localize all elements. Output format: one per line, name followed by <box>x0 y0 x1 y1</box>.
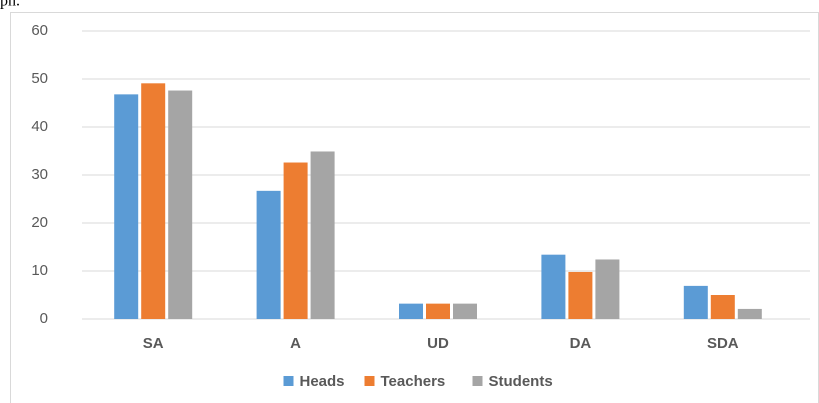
x-tick-label: DA <box>570 335 592 352</box>
bar <box>256 190 281 319</box>
bar <box>426 303 450 319</box>
bar <box>453 303 477 319</box>
x-tick-label: SA <box>143 335 164 352</box>
x-tick-label: A <box>290 335 301 352</box>
bar <box>541 254 566 319</box>
bar <box>737 308 762 319</box>
y-tick-label: 50 <box>31 70 48 87</box>
bar <box>310 151 335 319</box>
legend-swatch <box>364 376 375 386</box>
y-tick-label: 10 <box>31 262 48 279</box>
x-tick-label: SDA <box>707 335 739 352</box>
x-tick-label: UD <box>427 335 449 352</box>
legend-label: Students <box>489 373 553 390</box>
y-tick-label: 0 <box>40 310 48 327</box>
bar <box>283 162 308 319</box>
bar <box>595 259 620 319</box>
legend-swatch <box>283 376 294 386</box>
bar <box>399 303 423 319</box>
legend-swatch <box>472 376 483 386</box>
legend-label: Heads <box>300 373 345 390</box>
y-tick-label: 20 <box>31 214 48 231</box>
y-tick-label: 30 <box>31 166 48 183</box>
bar <box>683 285 708 319</box>
legend-label: Teachers <box>381 373 446 390</box>
bar <box>141 83 166 319</box>
y-tick-label: 40 <box>31 118 48 135</box>
bar <box>710 295 735 319</box>
caption-fragment: ph. <box>0 0 20 10</box>
bar <box>114 94 139 319</box>
bar <box>168 90 193 320</box>
y-tick-label: 60 <box>31 22 48 39</box>
bar <box>568 271 593 319</box>
